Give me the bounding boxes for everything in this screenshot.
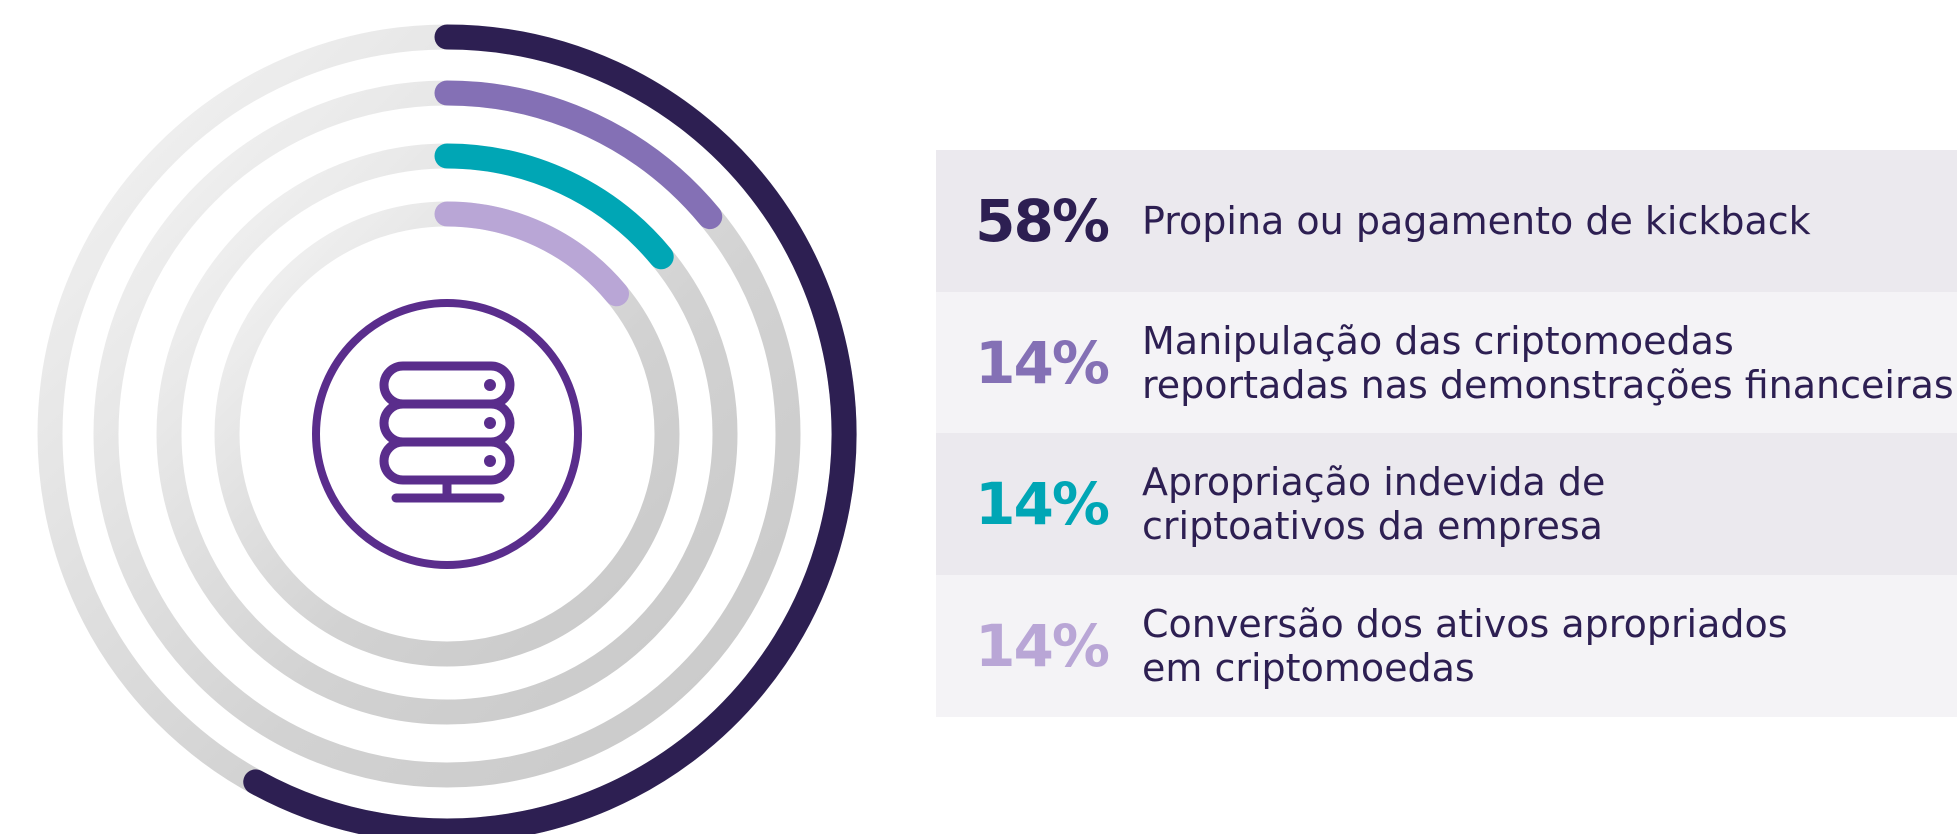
server-icon (379, 361, 515, 503)
value-label: 58% (975, 187, 1110, 255)
ring-bar (434, 143, 674, 270)
ring-bar (434, 201, 630, 307)
legend-row: 14% Manipulação das criptomoedas reportad… (936, 291, 1957, 434)
legend-row: 58% Propina ou pagamento de kickback (936, 150, 1957, 292)
value-label: 14% (975, 328, 1110, 397)
value-label: 14% (975, 611, 1110, 680)
category-label: Propina ou pagamento de kickback (1142, 199, 1811, 243)
ring-bar (434, 80, 723, 230)
category-label: Apropriação indevida de criptoativos da … (1142, 460, 1606, 548)
ring-bar (243, 24, 857, 834)
legend-row: 14% Apropriação indevida de criptoativos … (936, 433, 1957, 575)
category-label: Manipulação das criptomoedas reportadas … (1142, 318, 1954, 407)
icon-circle (312, 299, 582, 569)
category-label: Conversão dos ativos apropriados em crip… (1142, 601, 1788, 690)
legend-row: 14% Conversão dos ativos apropriados em c… (936, 574, 1957, 717)
value-label: 14% (975, 470, 1110, 538)
